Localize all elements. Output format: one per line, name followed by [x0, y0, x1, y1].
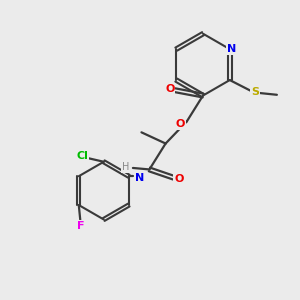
Text: Cl: Cl: [76, 151, 88, 161]
Text: S: S: [251, 87, 259, 98]
Text: F: F: [77, 221, 85, 231]
Text: O: O: [165, 84, 174, 94]
Text: N: N: [135, 173, 144, 183]
Text: H: H: [122, 162, 130, 172]
Text: O: O: [174, 174, 184, 184]
Text: N: N: [226, 44, 236, 54]
Text: O: O: [176, 119, 185, 129]
